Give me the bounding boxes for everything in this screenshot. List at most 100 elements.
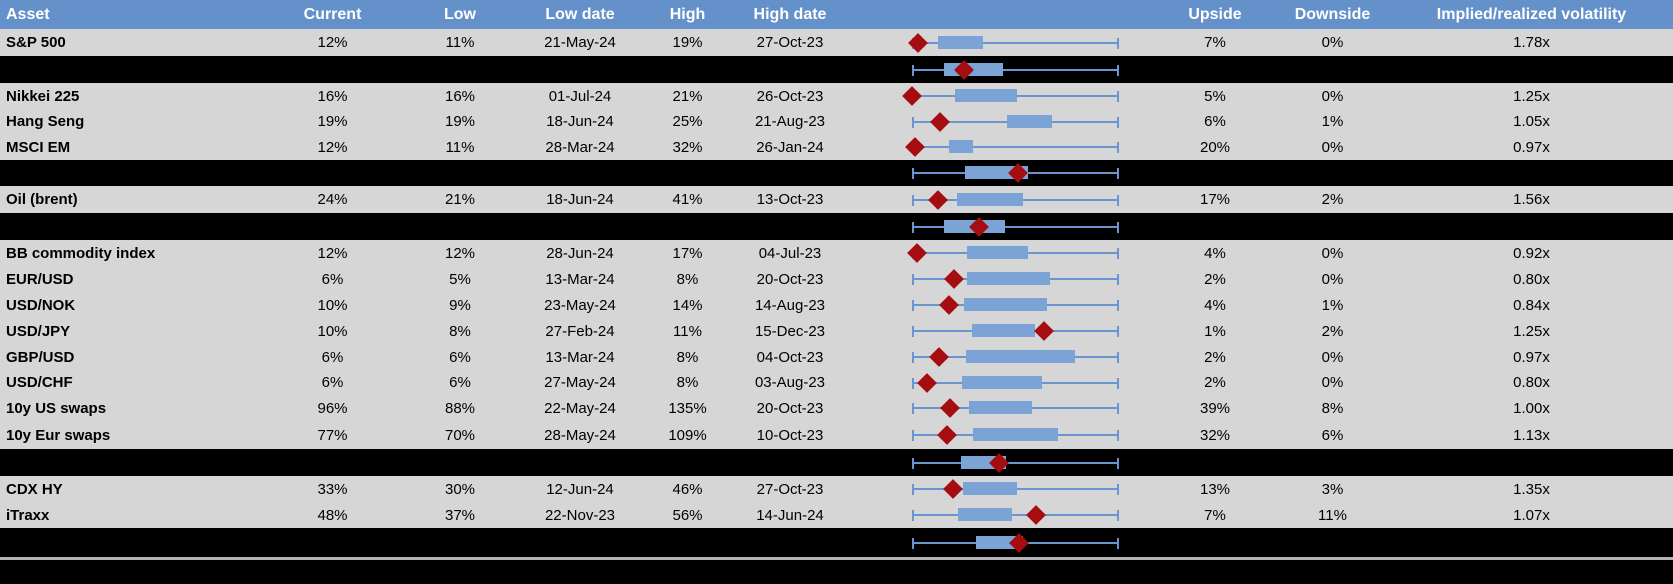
high_date-cell: 04-Oct-23	[756, 348, 824, 366]
header-range-plot	[840, 0, 1155, 29]
group-separator-row	[0, 213, 1673, 240]
whisker-low-tick	[912, 300, 915, 311]
implied-cell	[1390, 449, 1673, 476]
upside-cell: 6%	[1204, 113, 1226, 130]
whisker-line	[913, 461, 1119, 464]
asset-cell: GBP/USD	[6, 348, 75, 366]
current-cell: 77%	[317, 426, 348, 444]
group-separator-row	[0, 449, 1673, 476]
asset-row: USD/JPY 10% 8% 27-Feb-24 11% 15-Dec-23 1% 2% 1.2…	[0, 318, 1673, 344]
high-cell	[635, 56, 740, 83]
implied-cell: 1.13x	[1513, 426, 1550, 444]
whisker-low-tick	[912, 326, 915, 337]
header-upside: Upside	[1188, 5, 1242, 23]
current-level-diamond-icon	[1026, 505, 1046, 525]
current-level-diamond-icon	[943, 479, 963, 499]
low_date-cell: 01-Jul-24	[548, 87, 612, 105]
high_date-cell: 20-Oct-23	[756, 399, 824, 417]
upside-cell	[1155, 160, 1275, 186]
current-cell	[270, 56, 395, 83]
high-cell: 56%	[672, 506, 703, 524]
downside-cell: 0%	[1321, 348, 1344, 366]
asset-cell: Oil (brent)	[6, 191, 78, 208]
whisker-high-tick	[1117, 37, 1120, 49]
upside-cell: 2%	[1204, 374, 1226, 391]
high-cell	[635, 160, 740, 186]
asset-cell: iTraxx	[6, 506, 50, 524]
header-current: Current	[303, 5, 362, 23]
high_date-cell: 14-Jun-24	[756, 506, 824, 524]
asset-row: 10y US swaps 96% 88% 22-May-24 135% 20-Oct-23…	[0, 395, 1673, 421]
downside-cell: 0%	[1321, 374, 1344, 391]
implied-cell: 0.84x	[1513, 296, 1550, 314]
high-cell: 32%	[672, 138, 703, 156]
current-cell: 10%	[317, 296, 348, 314]
range-box	[966, 272, 1051, 285]
low_date-cell	[525, 449, 635, 476]
upside-cell: 4%	[1204, 244, 1226, 262]
asset-cell: Nikkei 225	[6, 87, 80, 105]
low_date-cell: 28-Jun-24	[546, 244, 614, 262]
upside-cell	[1155, 449, 1275, 476]
whisker-high-tick	[1117, 194, 1120, 206]
current-cell: 16%	[317, 87, 348, 105]
downside-cell: 2%	[1321, 191, 1344, 208]
whisker-low-tick	[912, 510, 915, 521]
implied-cell: 0.97x	[1513, 138, 1550, 156]
current-level-diamond-icon	[1034, 321, 1055, 341]
whisker-high-tick	[1117, 537, 1120, 549]
range-plot-cell	[840, 370, 1155, 395]
downside-cell	[1275, 160, 1390, 186]
low-cell: 12%	[444, 244, 476, 262]
low_date-cell: 27-May-24	[544, 374, 616, 391]
header-asset: Asset	[6, 5, 50, 23]
high-cell	[635, 449, 740, 476]
low-cell	[395, 528, 525, 557]
downside-cell: 6%	[1321, 426, 1344, 444]
range-boxplot	[840, 160, 1155, 186]
implied-cell: 1.35x	[1513, 480, 1550, 498]
downside-cell: 0%	[1321, 87, 1344, 105]
low-cell	[395, 213, 525, 240]
asset-cell: BB commodity index	[6, 244, 156, 262]
whisker-high-tick	[1117, 377, 1120, 389]
range-plot-cell	[840, 449, 1155, 476]
high_date-cell: 26-Jan-24	[756, 138, 824, 156]
low-cell: 37%	[444, 506, 476, 524]
whisker-high-tick	[1117, 274, 1120, 285]
range-plot-cell	[840, 213, 1155, 240]
group-separator-row	[0, 56, 1673, 83]
low-cell: 9%	[449, 296, 471, 314]
range-boxplot	[840, 344, 1155, 370]
asset-cell	[0, 449, 270, 476]
low_date-cell: 22-Nov-23	[544, 506, 616, 524]
low-cell	[395, 449, 525, 476]
high-cell: 19%	[672, 34, 703, 51]
current-cell: 6%	[321, 270, 344, 288]
high_date-cell: 10-Oct-23	[756, 426, 824, 444]
asset-cell: 10y Eur swaps	[6, 426, 111, 444]
high_date-cell: 15-Dec-23	[754, 322, 826, 340]
current-cell: 48%	[317, 506, 348, 524]
current-level-diamond-icon	[944, 269, 964, 289]
downside-cell: 8%	[1321, 399, 1344, 417]
whisker-high-tick	[1117, 510, 1120, 521]
whisker-high-tick	[1117, 91, 1120, 102]
upside-cell: 17%	[1199, 191, 1231, 208]
high_date-cell: 14-Aug-23	[754, 296, 826, 314]
low-cell: 70%	[444, 426, 476, 444]
whisker-low-tick	[912, 194, 915, 206]
whisker-high-tick	[1117, 64, 1120, 76]
upside-cell	[1155, 528, 1275, 557]
current-level-diamond-icon	[902, 86, 923, 106]
current-cell	[270, 213, 395, 240]
high-cell: 109%	[668, 426, 707, 444]
low_date-cell: 21-May-24	[544, 34, 616, 51]
range-plot-cell	[840, 292, 1155, 318]
asset-row: BB commodity index 12% 12% 28-Jun-24 17% 04-J…	[0, 240, 1673, 266]
asset-cell: USD/JPY	[6, 322, 71, 340]
header-low: Low	[444, 5, 476, 23]
implied-cell: 1.07x	[1513, 506, 1550, 524]
whisker-low-tick	[912, 274, 915, 285]
current-cell: 12%	[317, 34, 348, 51]
